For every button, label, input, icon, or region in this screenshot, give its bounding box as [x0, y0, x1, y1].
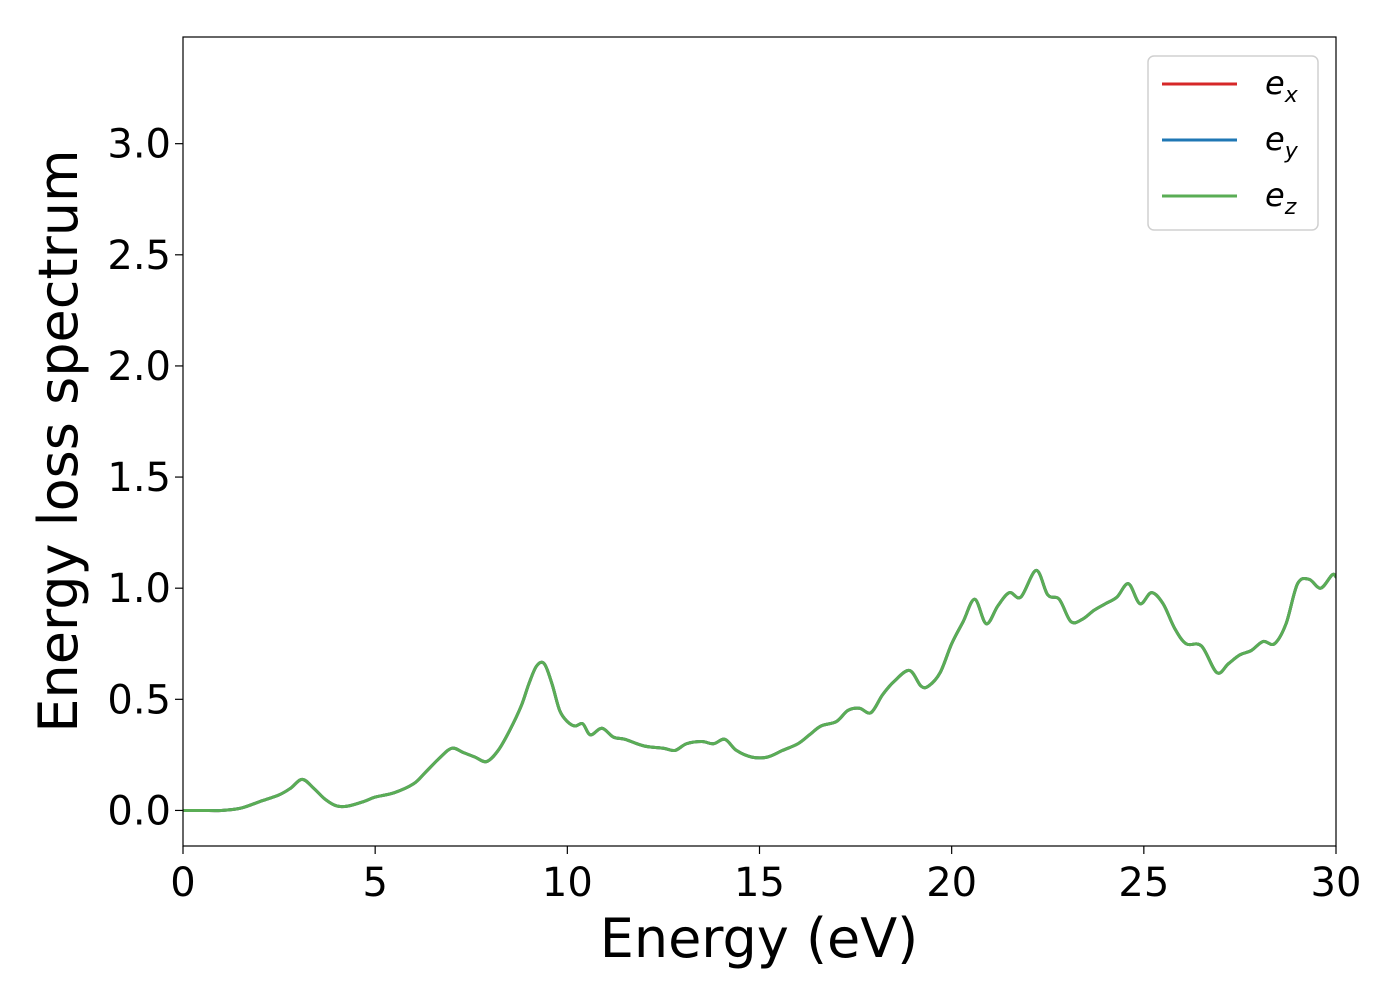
y-tick-label: 2.0 — [107, 344, 171, 390]
y-tick-label: 1.5 — [107, 455, 171, 501]
legend-label-e-x: ex — [1265, 64, 1299, 108]
legend-label-e-y: ey — [1265, 120, 1299, 164]
x-tick-label: 5 — [362, 860, 387, 906]
y-axis-title: Energy loss spectrum — [27, 149, 90, 732]
legend: ex ey ez — [1147, 55, 1319, 231]
x-tick-label: 30 — [1311, 860, 1362, 906]
x-tick-label: 15 — [734, 860, 785, 906]
x-tick-label: 25 — [1118, 860, 1169, 906]
x-axis-ticks: 0 5 10 15 20 25 30 — [170, 846, 1361, 906]
x-axis-title: Energy (eV) — [600, 907, 919, 970]
legend-frame — [1147, 55, 1319, 231]
y-tick-label: 2.5 — [107, 233, 171, 279]
y-axis-ticks: 0.0 0.5 1.0 1.5 2.0 2.5 3.0 — [107, 122, 183, 834]
series-line-e-z — [183, 568, 1336, 813]
x-tick-label: 10 — [542, 860, 593, 906]
series-layer — [183, 568, 1336, 813]
y-tick-label: 3.0 — [107, 122, 171, 168]
x-tick-label: 20 — [926, 860, 977, 906]
y-tick-label: 0.0 — [107, 788, 171, 834]
y-tick-label: 1.0 — [107, 566, 171, 612]
legend-label-e-z: ez — [1265, 176, 1297, 220]
y-tick-label: 0.5 — [107, 677, 171, 723]
x-tick-label: 0 — [170, 860, 195, 906]
